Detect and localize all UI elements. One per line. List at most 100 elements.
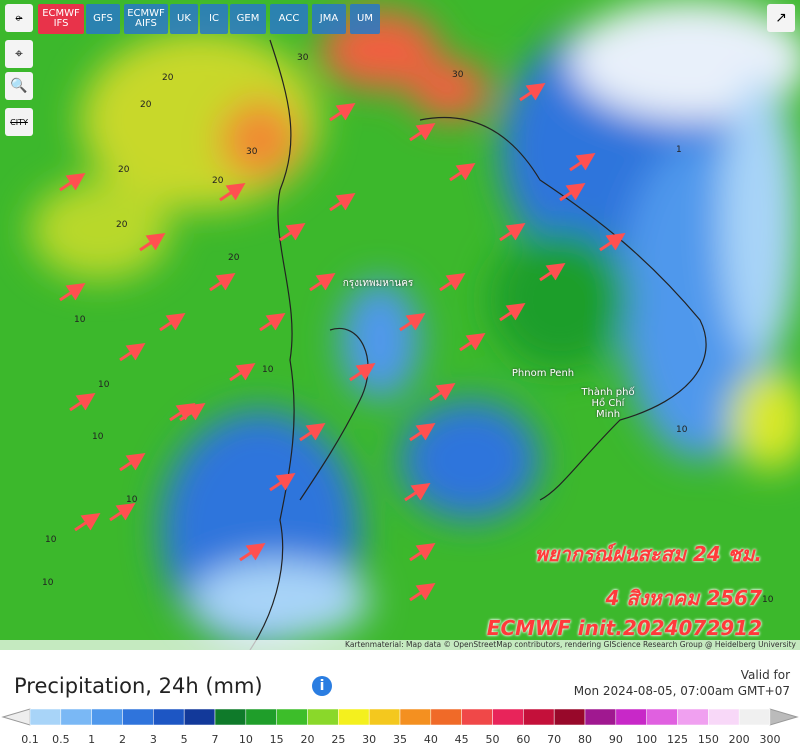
scale-tick-label: 35: [393, 733, 407, 746]
color-swatch: [338, 708, 370, 726]
wind-arrow: [429, 383, 456, 402]
forecast-caption: พยากรณ์ฝนสะสม 24 ชม.: [534, 542, 762, 566]
color-swatch: [523, 708, 555, 726]
wind-arrow: [499, 303, 526, 322]
contour-label: 1: [676, 145, 682, 155]
wind-arrow: [449, 163, 476, 182]
model-button[interactable]: GFS: [86, 4, 120, 34]
color-swatch: [214, 708, 247, 726]
wind-arrow: [539, 263, 566, 282]
contour-label: 10: [92, 432, 104, 442]
wind-arrow: [269, 473, 296, 492]
wind-arrow: [229, 363, 256, 382]
model-button[interactable]: IC: [200, 4, 228, 34]
place-label: กรุงเทพมหานคร: [342, 278, 414, 289]
zoom-button[interactable]: 🔍: [5, 72, 33, 100]
place-label: Thành phố Hồ Chí Minh: [581, 387, 635, 420]
wind-arrow: [309, 273, 336, 292]
wind-arrow: [74, 513, 101, 532]
color-swatch: [399, 708, 432, 726]
share-button[interactable]: ↗: [767, 4, 795, 32]
color-swatch: [492, 708, 524, 726]
wind-arrow: [59, 283, 86, 302]
contour-label: 20: [162, 73, 174, 83]
wind-arrow: [119, 453, 146, 472]
contour-label: 10: [74, 315, 86, 325]
forecast-caption: ECMWF init.2024072912: [486, 616, 762, 640]
color-swatch: [29, 708, 62, 726]
wind-arrow: [119, 343, 146, 362]
color-swatch: [183, 708, 216, 726]
scale-tick-label: 40: [424, 733, 438, 746]
scale-tick-label: 3: [150, 733, 157, 746]
color-swatch: [584, 708, 617, 726]
scale-tick-label: 25: [331, 733, 345, 746]
refresh-button[interactable]: ⟳: [5, 4, 33, 32]
wind-arrow: [239, 543, 266, 562]
attribution-bar: [0, 640, 800, 650]
contour-label: 30: [297, 53, 309, 63]
contour-label: 30: [246, 147, 258, 157]
contour-label: 20: [140, 100, 152, 110]
contour-label: 10: [762, 595, 774, 605]
wind-arrow: [409, 423, 436, 442]
legend-title: Precipitation, 24h (mm): [14, 674, 263, 698]
color-swatch: [245, 708, 277, 726]
scale-tick-label: 80: [578, 733, 592, 746]
locate-button[interactable]: ⌖: [5, 40, 33, 68]
scale-tick-label: 30: [362, 733, 376, 746]
wind-arrow: [409, 123, 436, 142]
contour-label: 10: [262, 365, 274, 375]
color-scale: 0.1 0.5 1 2 3 5 7 10 15 20 25 30 35 40 45 50 60 70 80 90 100…: [1, 708, 799, 746]
color-swatch: [122, 708, 154, 726]
wind-arrow: [259, 313, 286, 332]
wind-arrow: [559, 183, 586, 202]
map: [0, 0, 800, 650]
scale-tick-label: 300: [760, 733, 781, 746]
color-swatch: [368, 708, 401, 726]
wind-arrow: [404, 483, 431, 502]
color-swatch: [430, 708, 462, 726]
valid-time: Mon 2024-08-05, 07:00am GMT+07: [573, 684, 790, 698]
model-button[interactable]: ECMWF AIFS: [124, 4, 168, 34]
model-button[interactable]: ACC: [270, 4, 308, 34]
contour-label: 20: [228, 253, 240, 263]
wind-arrow: [599, 233, 626, 252]
wind-arrow: [329, 103, 356, 122]
contour-label: 30: [452, 70, 464, 80]
wind-arrow: [169, 403, 196, 422]
wind-arrow: [179, 403, 206, 422]
contour-label: 10: [676, 425, 688, 435]
scale-tick-label: 0.5: [52, 733, 70, 746]
scale-tick-label: 50: [486, 733, 500, 746]
scale-tick-label: 45: [455, 733, 469, 746]
scale-tick-label: 70: [547, 733, 561, 746]
info-button[interactable]: i: [312, 676, 332, 696]
model-button[interactable]: UM: [350, 4, 380, 34]
model-button[interactable]: UK: [170, 4, 198, 34]
wind-arrow: [139, 233, 166, 252]
scale-tick-label: 60: [516, 733, 530, 746]
color-swatch: [738, 708, 771, 726]
model-button[interactable]: ECMWF IFS: [38, 4, 84, 34]
contour-label: 20: [116, 220, 128, 230]
wind-arrow: [109, 503, 136, 522]
wind-arrow: [349, 363, 376, 382]
model-button[interactable]: GEM: [230, 4, 266, 34]
color-swatch: [91, 708, 123, 726]
wind-arrow: [329, 193, 356, 212]
color-swatch: [307, 708, 339, 726]
place-label: Phnom Penh: [511, 368, 575, 379]
attribution: Kartenmaterial: Map data © OpenStreetMap…: [345, 640, 796, 649]
wind-arrow: [459, 333, 486, 352]
contour-label: 20: [212, 176, 224, 186]
scale-tick-label: 100: [636, 733, 657, 746]
model-button[interactable]: JMA: [312, 4, 346, 34]
scale-tick-label: 1: [88, 733, 95, 746]
scale-tick-label: 150: [698, 733, 719, 746]
scale-tick-label: 2: [119, 733, 126, 746]
wind-arrow: [279, 223, 306, 242]
color-swatch: [646, 708, 678, 726]
city-button[interactable]: CITY: [5, 108, 33, 136]
wind-arrow: [219, 183, 246, 202]
